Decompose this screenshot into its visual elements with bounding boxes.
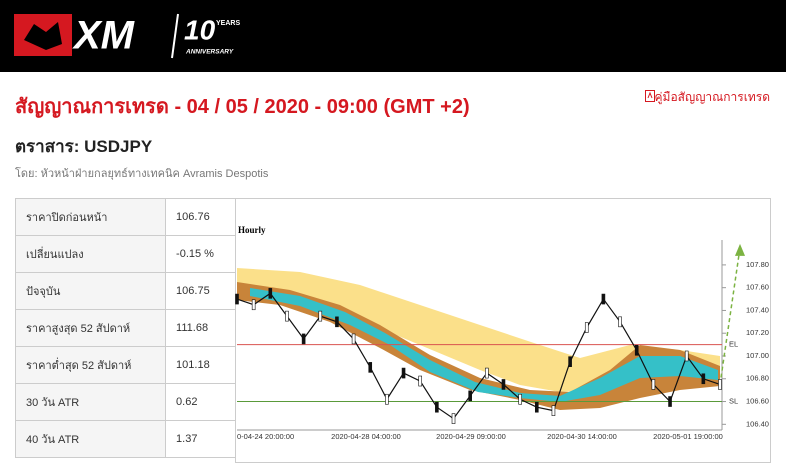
stat-value: 1.37 <box>165 420 236 458</box>
price-candle <box>318 310 323 322</box>
y-tick-label: 106.80 <box>746 374 769 383</box>
table-row: ราคาปิดก่อนหน้า 106.76 <box>14 198 236 236</box>
logo-divider <box>171 13 179 59</box>
price-candle <box>551 405 556 416</box>
y-tick-label: 106.40 <box>746 419 769 428</box>
price-candle <box>618 316 622 328</box>
x-tick-label: 2020-04-29 09:00:00 <box>436 432 506 441</box>
target-arrow <box>719 247 741 385</box>
table-row: 30 วัน ATR 0.62 <box>14 383 236 421</box>
band-middle <box>237 282 720 410</box>
table-row: ปัจจุบัน 106.75 <box>14 272 236 310</box>
y-tick-label: 107.80 <box>746 260 769 269</box>
table-row: ราคาสูงสุด 52 สัปดาห์ 111.68 <box>14 309 236 347</box>
plot: Hourly 107.80 107.60 107.40 107.20 107.00 106.… <box>235 225 769 441</box>
price-candle <box>584 322 589 333</box>
table-row: ราคาต่ำสุด 52 สัปดาห์ 101.18 <box>14 346 236 384</box>
badge-bottom: ANNIVERSARY <box>185 49 234 56</box>
price-candle <box>451 413 456 424</box>
price-candle <box>401 367 406 379</box>
pdf-icon <box>644 90 655 102</box>
x-tick-label: 0-04-24 20:00:00 <box>237 432 294 441</box>
stat-label: 40 วัน ATR <box>14 420 167 458</box>
y-tick-label: 107.20 <box>746 328 769 337</box>
stat-value: 0.62 <box>165 383 236 421</box>
chart-frame <box>235 198 771 463</box>
badge: 10 <box>184 14 216 45</box>
price-candle <box>235 293 239 305</box>
guide-link-text[interactable]: คู่มือสัญญาณการเทรด <box>654 90 771 104</box>
x-tick-label: 2020-04-28 04:00:00 <box>331 432 401 441</box>
byline: โดย: หัวหน้าฝ่ายกลยุทธ์ทางเทคนิค Avramis… <box>15 168 269 180</box>
x-tick-label: 2020-05-01 19:00:00 <box>653 432 723 441</box>
x-tick-label: 2020-04-30 14:00:00 <box>547 432 617 441</box>
price-candle <box>435 401 439 413</box>
chart: Hourly 107.80 107.60 107.40 107.20 107.00 106.… <box>235 198 771 463</box>
stat-value: 106.76 <box>165 198 236 236</box>
y-tick-label: 107.40 <box>746 305 769 314</box>
price-candle <box>285 310 289 322</box>
price-candle <box>634 344 639 356</box>
stat-value: 101.18 <box>165 346 236 384</box>
instrument: ตราสาร: USDJPY <box>15 137 153 156</box>
stat-label: ราคาปิดก่อนหน้า <box>14 198 167 236</box>
price-candle <box>418 375 423 387</box>
stats-table: ราคาปิดก่อนหน้า 106.76 เปลี่ยนแปลง -0.15 % ป… <box>14 198 236 458</box>
price-candle <box>701 373 706 385</box>
price-candle <box>668 396 672 407</box>
price-candle <box>485 367 489 379</box>
price-candle <box>534 401 539 413</box>
price-candle <box>651 379 656 390</box>
price-candle <box>268 288 273 299</box>
band-outer <box>237 268 720 392</box>
stat-label: ราคาสูงสุด 52 สัปดาห์ <box>14 309 167 347</box>
level-label: SL <box>729 397 738 406</box>
guide-link[interactable]: คู่มือสัญญาณการเทรด <box>644 88 771 107</box>
logo-text: XM <box>72 14 136 58</box>
stat-value: 106.75 <box>165 272 236 310</box>
price-candle <box>251 299 256 311</box>
stat-value: -0.15 % <box>165 235 236 273</box>
table-row: เปลี่ยนแปลง -0.15 % <box>14 235 236 273</box>
y-tick-label: 106.60 <box>746 397 769 406</box>
header: XM 10 YEARS ANNIVERSARY <box>0 0 786 72</box>
price-candle <box>368 362 373 373</box>
price-candle <box>468 390 472 402</box>
price-candle <box>385 393 389 405</box>
y-tick-label: 107.00 <box>746 351 769 360</box>
stat-value: 111.68 <box>165 309 236 347</box>
price-candle <box>501 379 506 390</box>
price-line <box>236 292 721 420</box>
stat-label: 30 วัน ATR <box>14 383 167 421</box>
page-title: สัญญาณการเทรด - 04 / 05 / 2020 - 09:00 (… <box>15 96 470 118</box>
price-candle <box>518 393 522 405</box>
stat-label: ปัจจุบัน <box>14 272 167 310</box>
price-candle <box>335 316 339 328</box>
level-label: EL <box>729 340 738 349</box>
price-candle <box>568 356 572 367</box>
price-candle <box>601 293 606 305</box>
price-candle <box>351 333 356 345</box>
price-candle <box>718 379 722 390</box>
chart-title: Hourly <box>238 225 266 235</box>
table-row: 40 วัน ATR 1.37 <box>14 420 236 458</box>
logo: XM 10 YEARS ANNIVERSARY <box>14 13 240 59</box>
price-candle <box>301 333 306 345</box>
target-arrowhead <box>735 243 745 256</box>
band-inner <box>250 288 718 402</box>
y-tick-label: 107.60 <box>746 283 769 292</box>
badge-top: YEARS <box>216 20 240 27</box>
stat-label: เปลี่ยนแปลง <box>14 235 167 273</box>
price-candle <box>684 350 689 362</box>
stat-label: ราคาต่ำสุด 52 สัปดาห์ <box>14 346 167 384</box>
logo-bull <box>24 22 62 50</box>
